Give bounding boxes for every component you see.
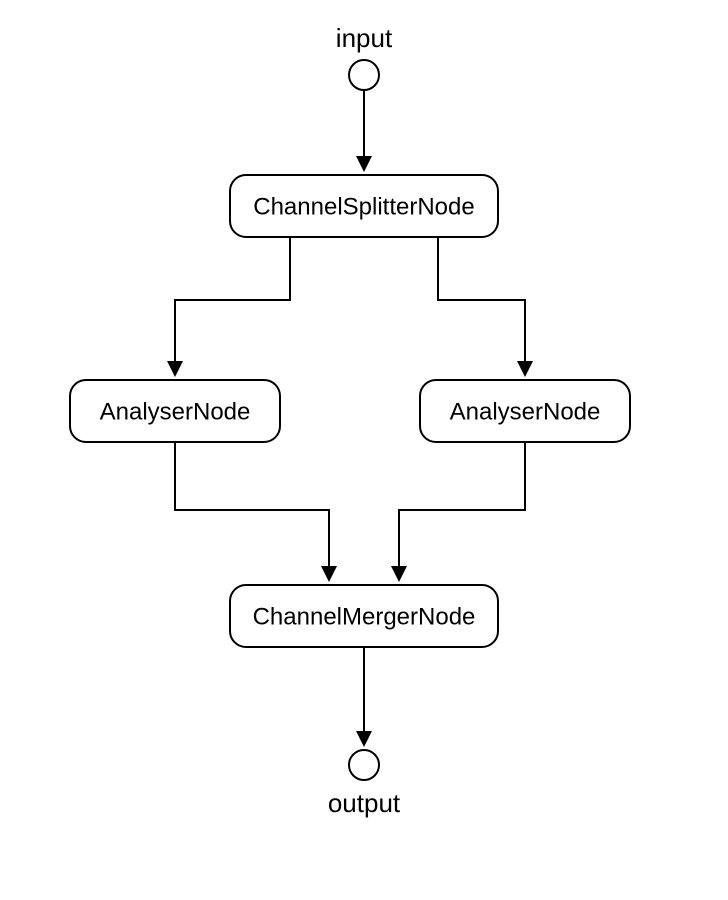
- edge-analyser-right-merger: [399, 442, 525, 578]
- input-port: [349, 60, 379, 90]
- node-analyser-left-label: AnalyserNode: [100, 398, 251, 425]
- flowchart: input ChannelSplitterNode AnalyserNode A…: [0, 0, 728, 900]
- output-port: [349, 750, 379, 780]
- edge-analyser-left-merger: [175, 442, 329, 578]
- edge-splitter-analyser-left: [175, 237, 290, 373]
- input-label: input: [336, 23, 393, 53]
- node-splitter-label: ChannelSplitterNode: [253, 193, 474, 220]
- output-label: output: [328, 788, 401, 818]
- node-merger-label: ChannelMergerNode: [253, 603, 476, 630]
- node-analyser-right-label: AnalyserNode: [450, 398, 601, 425]
- edge-splitter-analyser-right: [438, 237, 525, 373]
